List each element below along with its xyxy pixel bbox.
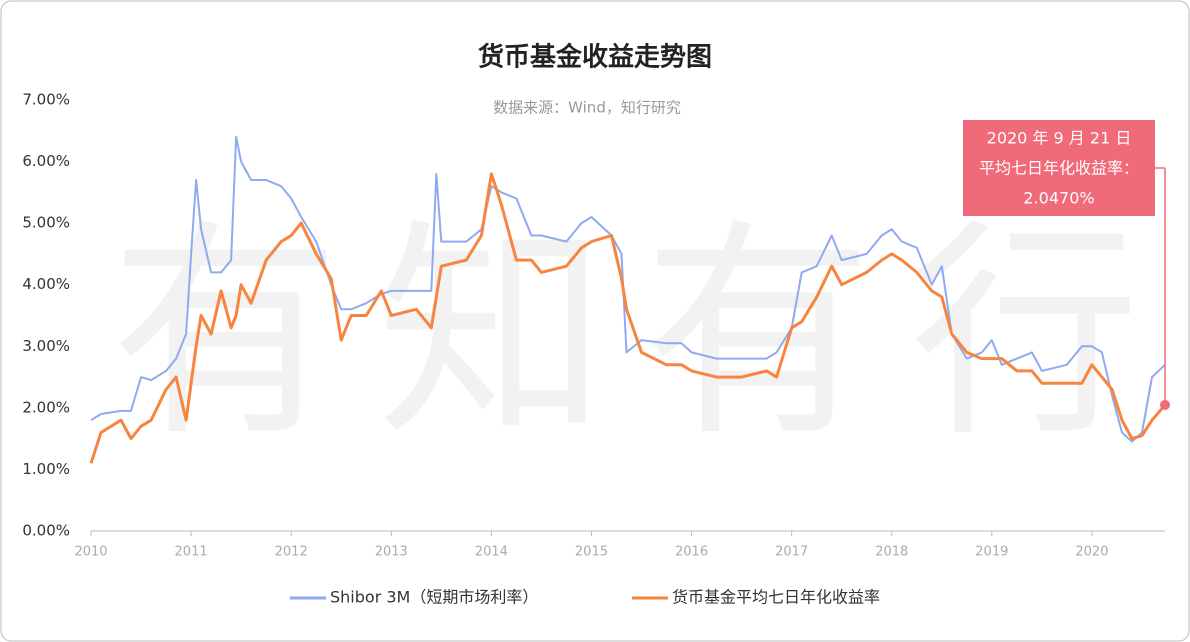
highlight-point xyxy=(1160,399,1170,410)
x-tick-label: 2018 xyxy=(875,545,908,560)
x-tick-label: 2014 xyxy=(475,545,508,560)
x-tick-label: 2010 xyxy=(74,545,107,560)
x-tick-label: 2015 xyxy=(575,545,608,560)
annotation-box xyxy=(963,120,1155,216)
x-tick-label: 2019 xyxy=(975,545,1008,560)
x-tick-label: 2017 xyxy=(775,545,808,560)
annotation-text: 平均七日年化收益率： xyxy=(979,159,1139,178)
y-tick-label: 2.00% xyxy=(22,398,70,416)
legend-label: 货币基金平均七日年化收益率 xyxy=(672,588,880,607)
chart-subtitle: 数据来源：Wind，知行研究 xyxy=(493,99,681,117)
legend-label: Shibor 3M（短期市场利率） xyxy=(330,588,538,607)
annotation-text: 2.0470% xyxy=(1023,189,1094,208)
y-tick-label: 3.00% xyxy=(22,337,70,355)
series-line xyxy=(89,172,1167,464)
series-line xyxy=(90,135,1166,443)
y-tick-label: 0.00% xyxy=(22,522,70,540)
x-tick-label: 2013 xyxy=(375,545,408,560)
x-tick-label: 2012 xyxy=(275,545,308,560)
y-tick-label: 6.00% xyxy=(22,152,70,170)
y-tick-label: 4.00% xyxy=(22,275,70,293)
x-tick-label: 2016 xyxy=(675,545,708,560)
x-tick-label: 2011 xyxy=(175,545,208,560)
x-tick-label: 2020 xyxy=(1075,545,1108,560)
y-tick-label: 5.00% xyxy=(22,214,70,232)
y-tick-label: 1.00% xyxy=(22,460,70,478)
y-tick-label: 7.00% xyxy=(22,91,70,109)
chart-title: 货币基金收益走势图 xyxy=(478,42,712,73)
annotation-text: 2020 年 9 月 21 日 xyxy=(987,129,1132,148)
